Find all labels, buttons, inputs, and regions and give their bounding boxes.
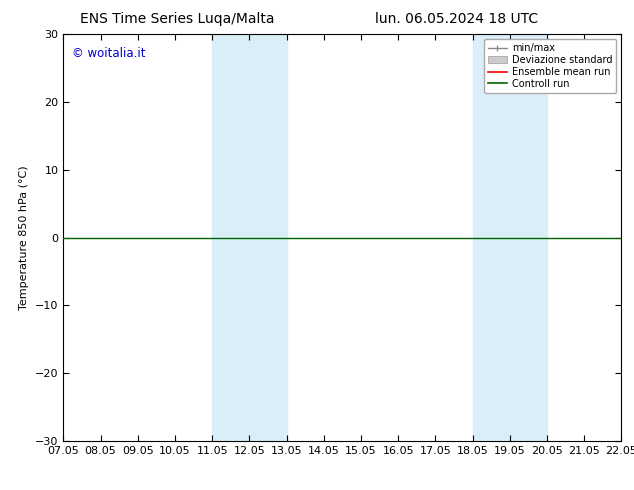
Legend: min/max, Deviazione standard, Ensemble mean run, Controll run: min/max, Deviazione standard, Ensemble m… (484, 39, 616, 93)
Bar (212, 34, 287, 441)
Y-axis label: Temperature 850 hPa (°C): Temperature 850 hPa (°C) (20, 165, 30, 310)
Text: lun. 06.05.2024 18 UTC: lun. 06.05.2024 18 UTC (375, 12, 538, 26)
Text: © woitalia.it: © woitalia.it (72, 47, 145, 59)
Text: ENS Time Series Luqa/Malta: ENS Time Series Luqa/Malta (81, 12, 275, 26)
Bar (472, 34, 547, 441)
